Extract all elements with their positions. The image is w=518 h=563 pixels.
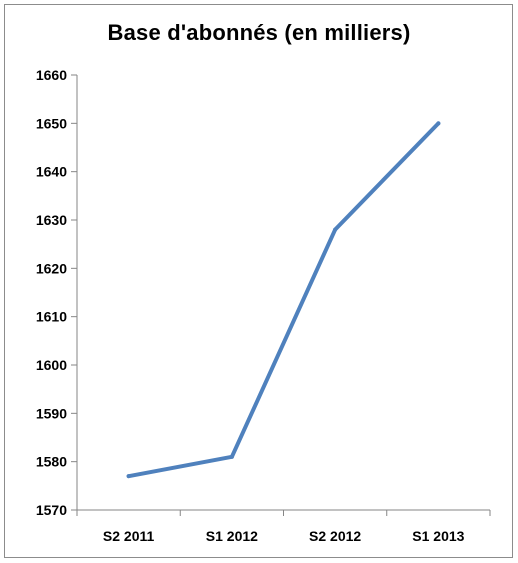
y-tick-label: 1590 — [36, 405, 67, 421]
series-line — [126, 121, 441, 479]
x-tick-label: S2 2012 — [309, 528, 361, 544]
x-tick-label: S2 2011 — [103, 528, 155, 544]
data-point — [333, 227, 338, 232]
y-tick-label: 1640 — [36, 164, 67, 180]
y-tick-label: 1570 — [36, 502, 67, 518]
y-tick-label: 1600 — [36, 357, 67, 373]
y-tick-label: 1620 — [36, 260, 67, 276]
y-tick-label: 1610 — [36, 309, 67, 325]
y-tick-label: 1630 — [36, 212, 67, 228]
x-tick-label: S1 2013 — [412, 528, 464, 544]
chart-frame — [4, 4, 513, 558]
data-point — [436, 121, 441, 126]
x-tick-label: S1 2012 — [206, 528, 258, 544]
y-tick-label: 1580 — [36, 454, 67, 470]
data-point — [229, 454, 234, 459]
y-tick-label: 1660 — [36, 67, 67, 83]
y-tick-label: 1650 — [36, 115, 67, 131]
data-point — [126, 474, 131, 479]
chart-title: Base d'abonnés (en milliers) — [107, 20, 411, 45]
